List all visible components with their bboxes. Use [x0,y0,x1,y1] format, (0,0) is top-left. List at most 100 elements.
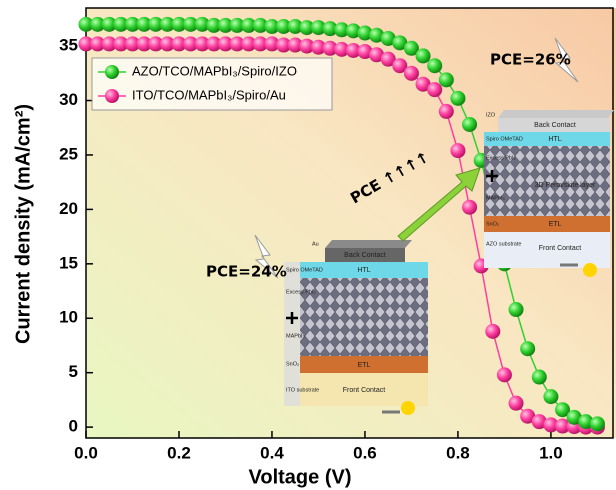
y-tick-label: 0 [69,417,78,436]
legend-box [91,57,333,111]
data-point [357,25,373,41]
back-contact [498,118,610,132]
y-tick-label: 10 [59,308,78,327]
data-point [531,369,547,385]
y-tick-label: 20 [59,199,78,218]
data-point [345,23,361,39]
device-inset-left: Back Contact HTL ETL Front Contact Au Sp… [254,234,428,415]
data-point [171,36,187,52]
side-label: SnO₂ [286,361,299,367]
data-point [299,20,315,36]
y-tick-label: 15 [59,253,78,272]
data-point [113,16,129,32]
annotation: PCE=24% [206,263,287,281]
inset-label: ETL [358,362,371,369]
data-point [217,36,233,52]
data-point [183,16,199,32]
data-point [322,21,338,37]
y-tick-label: 30 [59,90,78,109]
data-point [194,16,210,32]
htl-layer [484,132,610,146]
data-point [415,76,431,92]
inset-label: Front Contact [343,387,385,394]
data-point [148,36,164,52]
back-contact [325,248,405,262]
etl-layer [484,216,610,232]
data-point [206,36,222,52]
legend: AZO/TCO/MAPbI₃/Spiro/IZO ITO/TCO/MAPbI₃/S… [91,57,333,111]
side-label: Spiro OMeTAD [486,136,523,142]
front-contact [484,232,610,268]
data-point [555,402,571,418]
data-point [403,65,419,81]
data-point [148,16,164,32]
data-point [229,36,245,52]
data-point [520,408,536,424]
data-point [287,37,303,53]
data-point [252,17,268,33]
data-point [555,418,571,434]
data-point [78,36,94,52]
data-point [427,58,443,74]
data-point [229,17,245,33]
data-point [217,17,233,33]
data-point [124,16,140,32]
data-point [264,19,280,35]
data-point [194,36,210,52]
y-axis-label: Current density (mA/cm²) [12,104,34,344]
data-point [450,90,466,106]
data-point [543,389,559,405]
data-point [415,48,431,64]
side-label: Au [312,241,319,247]
inset-label: Front Contact [539,245,581,252]
legend-marker [105,65,119,79]
inset-label: Back Contact [344,252,386,259]
side-label: Spiro OMeTAD [286,267,323,273]
data-point [264,36,280,52]
data-point [90,16,106,32]
side-label: Excess PbI₂ [286,289,316,295]
inset-label: 3D Perovskite layer [535,182,596,189]
data-point [496,367,512,383]
data-point [543,417,559,433]
data-point [183,36,199,52]
data-point [159,16,175,32]
data-point [345,42,361,58]
front-contact [300,373,428,406]
data-point [101,36,117,52]
data-point [124,36,140,52]
y-tick-label: 35 [59,36,78,55]
data-point [241,36,257,52]
side-label: MAPbI₃ [286,333,305,339]
data-point [299,38,315,54]
data-point [438,72,454,88]
data-point [357,44,373,60]
side-label: IZO [486,112,496,118]
plot-frame [85,7,614,439]
data-point [380,51,396,67]
data-point [450,143,466,159]
data-point [485,323,501,339]
data-point [531,414,547,430]
absorber-layer [300,278,428,356]
x-tick-label: 0.4 [260,443,284,462]
x-tick-label: 0.8 [446,443,470,462]
legend-marker [105,89,119,103]
x-tick-label: 1.0 [539,443,563,462]
x-tick-label: 0.2 [167,443,191,462]
data-point [438,103,454,119]
data-point [380,30,396,46]
data-point [403,40,419,56]
inset-label: HTL [357,267,370,274]
data-point [589,416,605,432]
data-point [171,16,187,32]
data-point [427,82,443,98]
inset-label: ETL [549,221,562,228]
data-point [578,414,594,430]
x-tick-label: 0.6 [353,443,377,462]
absorber-layer [484,146,610,216]
legend-label: ITO/TCO/MAPbI₃/Spiro/Au [132,87,286,102]
side-label: Excess PbI₂ [486,155,516,161]
data-point [90,36,106,52]
side-label: SnO₂ [486,221,499,227]
